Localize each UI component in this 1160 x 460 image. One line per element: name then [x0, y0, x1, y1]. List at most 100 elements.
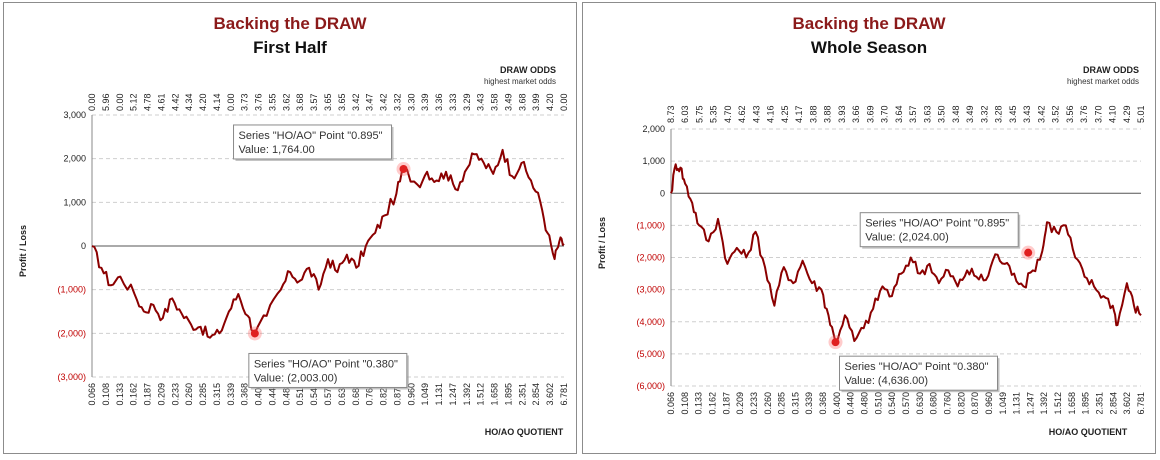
x-tick-label: 0.108 [101, 383, 111, 406]
x-tick-label: 0.630 [915, 392, 925, 415]
top-tick-label: 3.57 [908, 105, 918, 123]
top-tick-label: 4.42 [170, 93, 180, 111]
x-tick-label: 0.960 [984, 392, 994, 415]
x-tick-label: 1.131 [1012, 392, 1022, 415]
x-tick-label: 2.854 [531, 383, 541, 406]
top-tick-label: 3.32 [392, 93, 402, 111]
x-tick-label: 0.133 [115, 383, 125, 406]
x-tick-label: 0.066 [666, 392, 676, 415]
top-tick-label: 3.76 [254, 93, 264, 111]
top-tick-label: 3.33 [448, 93, 458, 111]
top-tick-label: 4.70 [723, 105, 733, 123]
y-tick-label: 0 [660, 188, 665, 198]
x-tick-label: 0.760 [942, 392, 952, 415]
y-tick-label: (2,000) [636, 253, 665, 263]
top-tick-label: 4.20 [545, 93, 555, 111]
top-tick-label: 0.00 [559, 93, 569, 111]
y-tick-label: (5,000) [636, 349, 665, 359]
x-tick-label: 0.285 [777, 392, 787, 415]
highlight-point [250, 329, 259, 338]
top-tick-label: 3.32 [979, 105, 989, 123]
top-tick-label: 4.16 [766, 105, 776, 123]
top-tick-label: 3.49 [503, 93, 513, 111]
x-tick-label: 0.510 [873, 392, 883, 415]
top-tick-label: 3.88 [823, 105, 833, 123]
y-tick-label: (1,000) [57, 285, 86, 295]
top-tick-label: 3.58 [490, 93, 500, 111]
x-tick-label: 3.602 [1122, 392, 1132, 415]
x-tick-label: 0.820 [379, 383, 389, 406]
x-tick-label: 1.512 [476, 383, 486, 406]
x-tick-label: 1.658 [1067, 392, 1077, 415]
y-tick-label: 3,000 [63, 110, 86, 120]
x-tick-label: 0.440 [846, 392, 856, 415]
data-tooltip: Series "HO/AO" Point "0.380" Value: (2,00… [247, 326, 409, 390]
x-tick-label: 6.781 [1136, 392, 1146, 415]
x-tick-label: 1.512 [1053, 392, 1063, 415]
top-tick-label: 5.01 [1136, 105, 1146, 123]
top-tick-label: 3.42 [351, 93, 361, 111]
top-tick-label: 4.43 [751, 105, 761, 123]
x-tick-label: 1.658 [490, 383, 500, 406]
top-tick-label: 6.03 [680, 105, 690, 123]
top-tick-label: 3.66 [851, 105, 861, 123]
x-tick-label: 0.570 [323, 383, 333, 406]
top-tick-label: 3.28 [994, 105, 1004, 123]
chart-subtitle: Whole Season [811, 38, 927, 57]
y-tick-label: 2,000 [642, 124, 665, 134]
x-tick-label: 0.368 [818, 392, 828, 415]
chart-title: Backing the DRAW [213, 14, 367, 33]
top-tick-label: 5.12 [129, 93, 139, 111]
tooltip-series-text: Series "HO/AO" Point "0.380" [845, 361, 989, 373]
x-axis-label: HO/AO QUOTIENT [485, 427, 564, 437]
y-tick-label: (6,000) [636, 381, 665, 391]
top-tick-label: 3.47 [365, 93, 375, 111]
x-tick-label: 0.480 [860, 392, 870, 415]
top-tick-label: 3.29 [462, 93, 472, 111]
x-tick-label: 0.400 [832, 392, 842, 415]
top-axis-label: DRAW ODDS [1083, 65, 1139, 75]
x-tick-label: 0.480 [281, 383, 291, 406]
top-tick-label: 3.65 [337, 93, 347, 111]
top-tick-label: 8.73 [666, 105, 676, 123]
top-axis-sublabel: highest market odds [484, 77, 556, 86]
top-tick-label: 3.68 [295, 93, 305, 111]
top-tick-label: 3.36 [434, 93, 444, 111]
x-tick-label: 1.895 [1081, 392, 1091, 415]
tooltip-series-text: Series "HO/AO" Point "0.895" [239, 130, 383, 142]
top-tick-label: 3.64 [894, 105, 904, 123]
top-tick-label: 3.30 [406, 93, 416, 111]
top-tick-label: 4.14 [212, 93, 222, 111]
chart-subtitle: First Half [253, 38, 327, 57]
tooltip-box [233, 124, 393, 160]
top-tick-label: 0.00 [226, 93, 236, 111]
x-tick-label: 2.854 [1108, 392, 1118, 415]
x-tick-label: 0.066 [87, 383, 97, 406]
highlight-point [831, 338, 840, 347]
x-tick-label: 0.540 [887, 392, 897, 415]
x-tick-label: 0.209 [156, 383, 166, 406]
top-tick-label: 3.55 [267, 93, 277, 111]
top-tick-label: 4.17 [794, 105, 804, 123]
x-tick-label: 1.247 [1025, 392, 1035, 415]
tooltip-value-text: Value: (2,003.00) [254, 372, 338, 384]
top-tick-label: 0.00 [115, 93, 125, 111]
top-tick-label: 3.45 [1008, 105, 1018, 123]
top-tick-label: 3.50 [937, 105, 947, 123]
top-tick-label: 3.76 [1079, 105, 1089, 123]
x-tick-label: 0.187 [143, 383, 153, 406]
tooltip-box [248, 352, 408, 388]
top-tick-label: 3.70 [880, 105, 890, 123]
chart-svg-whole-season: Backing the DRAW Whole Season DRAW ODDS … [597, 14, 1146, 437]
x-tick-label: 0.368 [240, 383, 250, 406]
x-tick-label: 0.315 [790, 392, 800, 415]
top-tick-label: 4.34 [184, 93, 194, 111]
top-tick-label: 3.88 [808, 105, 818, 123]
y-axis-label: Profit / Loss [18, 225, 28, 277]
top-tick-label: 3.49 [965, 105, 975, 123]
top-tick-label: 4.62 [737, 105, 747, 123]
top-tick-label: 3.48 [951, 105, 961, 123]
x-tick-label: 0.760 [365, 383, 375, 406]
y-tick-label: (1,000) [636, 220, 665, 230]
top-tick-label: 4.61 [156, 93, 166, 111]
